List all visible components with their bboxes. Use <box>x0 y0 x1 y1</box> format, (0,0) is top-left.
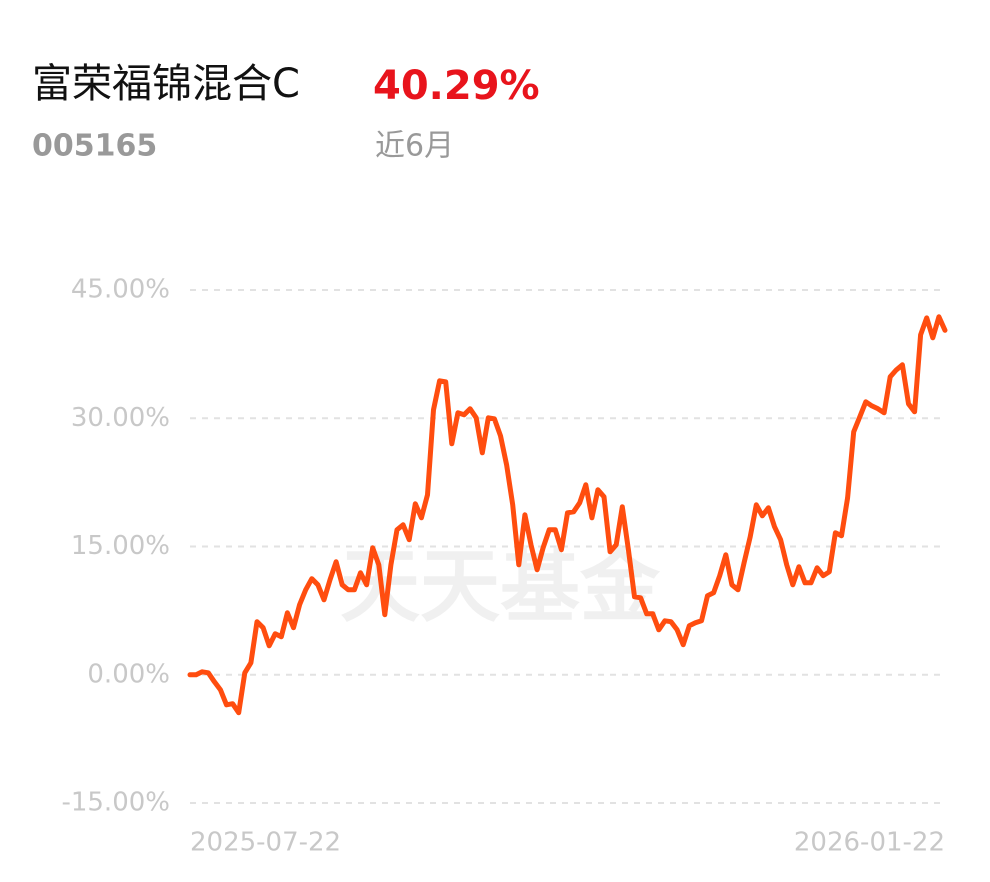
y-tick-label: 30.00% <box>71 403 170 433</box>
x-tick-label: 2025-07-22 <box>190 828 341 858</box>
y-tick-label: 0.00% <box>87 659 170 689</box>
line <box>187 314 948 716</box>
y-tick-label: 45.00% <box>71 275 170 305</box>
period-label: 近6月 <box>375 129 454 164</box>
y-tick-label: -15.00% <box>61 788 170 818</box>
fund-name: 富荣福锦混合C <box>32 61 300 107</box>
y-tick-label: 15.00% <box>71 531 170 561</box>
fund-return: 40.29% <box>373 63 540 109</box>
fund-code: 005165 <box>32 129 157 164</box>
x-tick-label: 2026-01-22 <box>794 828 945 858</box>
